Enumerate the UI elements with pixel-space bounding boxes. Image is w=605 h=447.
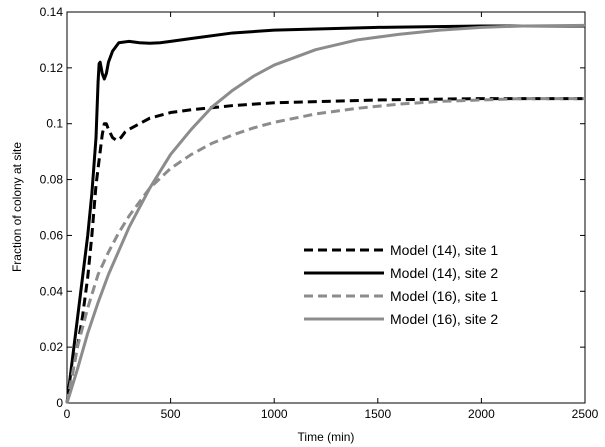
x-tick-label: 1000 <box>261 407 288 421</box>
y-tick-label: 0.04 <box>40 284 64 298</box>
series-line-model-16-site-1 <box>65 97 585 404</box>
y-tick-label: 0.08 <box>40 173 64 187</box>
legend-label: Model (14), site 2 <box>390 265 498 281</box>
axis-tick-labels: 0 500 1000 1500 2000 2500 0 0.02 0.04 0.06 0.08 0.1… <box>40 5 599 421</box>
x-axis-title: Time (min) <box>298 430 355 444</box>
series-line-model-14-site-2 <box>65 24 585 404</box>
x-tick-label: 2500 <box>572 407 599 421</box>
series-line-model-14-site-1 <box>65 97 585 404</box>
series-layer <box>65 23 586 404</box>
y-tick-label: 0.1 <box>46 117 63 131</box>
legend-label: Model (16), site 2 <box>390 311 498 327</box>
y-tick-label: 0.14 <box>40 5 64 19</box>
y-axis-title: Fraction of colony at site <box>10 142 24 272</box>
y-tick-label: 0.12 <box>40 61 64 75</box>
legend: Model (14), site 1 Model (14), site 2 Mode… <box>296 235 572 335</box>
x-tick-label: 0 <box>64 407 71 421</box>
legend-label: Model (14), site 1 <box>390 242 498 258</box>
plot-frame <box>66 11 586 404</box>
x-tick-label: 500 <box>161 407 181 421</box>
legend-label: Model (16), site 1 <box>390 288 498 304</box>
x-tick-label: 1500 <box>364 407 391 421</box>
series-line-model-16-site-2 <box>65 23 586 404</box>
axis-ticks <box>66 11 586 404</box>
y-tick-label: 0.06 <box>40 228 64 242</box>
y-tick-label: 0 <box>56 396 63 410</box>
x-tick-label: 2000 <box>468 407 495 421</box>
y-tick-label: 0.02 <box>40 340 64 354</box>
